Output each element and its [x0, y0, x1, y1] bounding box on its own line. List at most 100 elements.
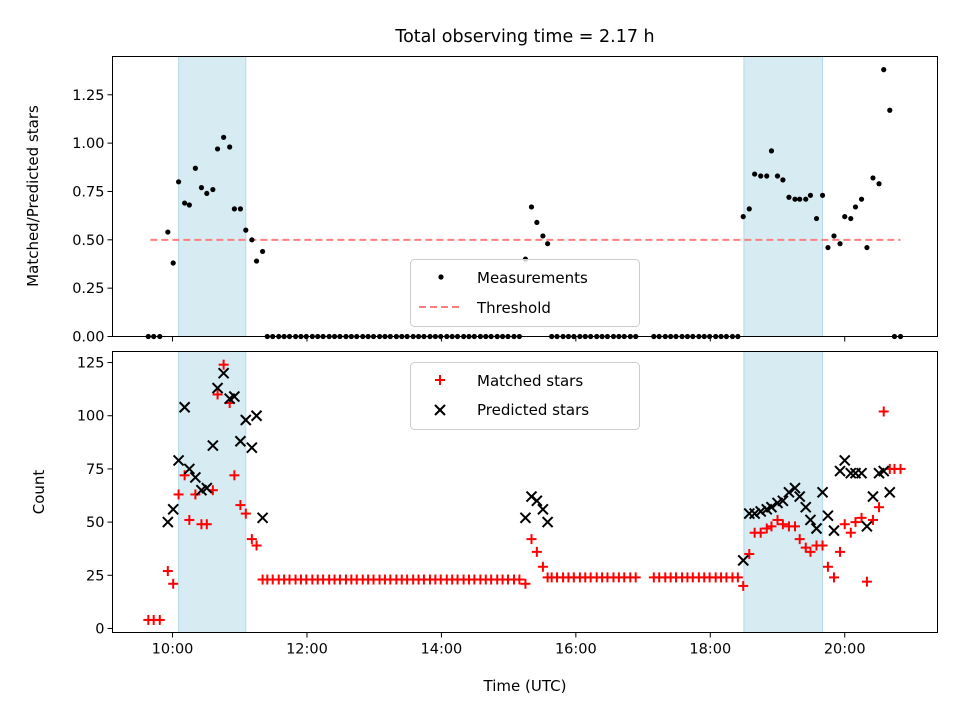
predicted-star-point [519, 512, 532, 524]
predicted-star-point [201, 482, 213, 494]
matched-star-point [850, 517, 861, 528]
predicted-star-point [537, 503, 549, 516]
measurement-point [881, 67, 887, 73]
count-x-ticks: 10:00 12:00 14:00 16:00 18:00 20:00 [152, 632, 866, 658]
predicted-star-point [541, 516, 554, 528]
matched-star-point [514, 574, 525, 585]
measurement-point [858, 196, 865, 202]
measurement-point [807, 192, 814, 198]
measurement-point [186, 202, 192, 208]
matched-star-point [218, 359, 229, 370]
ratio-legend: Measurements Threshold [410, 259, 640, 327]
x-tick-label: 10:00 [152, 642, 194, 658]
y-tick-label: 25 [86, 568, 104, 584]
matched-star-point [179, 470, 190, 481]
measurement-point [852, 204, 859, 210]
y-tick-label: 0 [95, 621, 104, 637]
measurement-point [819, 192, 826, 198]
matched-star-point [246, 534, 257, 545]
ratio-y-axis-label: Matched/Predicted stars [24, 105, 42, 287]
predicted-star-point [531, 495, 543, 507]
legend-marker-predicted [434, 404, 446, 416]
matched-star-point [251, 540, 262, 551]
matched-star-point [630, 572, 641, 583]
matched-star-point [520, 578, 531, 589]
measurement-point [214, 146, 221, 152]
ratio-y-ticks: 0.00 0.25 0.50 0.75 1.00 1.25 [72, 88, 113, 346]
ratio-legend-box [410, 259, 640, 327]
matched-stars-series [143, 359, 906, 625]
y-tick-label: 0.00 [72, 330, 104, 346]
matched-star-point [761, 523, 772, 534]
predicted-star-point [207, 439, 219, 452]
predicted-star-point [178, 401, 191, 413]
matched-star-point [822, 561, 833, 572]
measurement-point [848, 215, 854, 222]
predicted-star-point [845, 467, 857, 479]
predicted-star-point [748, 507, 761, 520]
measurement-point [182, 200, 188, 206]
predicted-star-point [167, 503, 179, 516]
measurement-point [870, 175, 876, 181]
matched-star-point [235, 500, 246, 511]
legend-label-predicted: Predicted stars [477, 401, 589, 419]
matched-star-point [732, 572, 743, 583]
measurement-point [831, 233, 837, 239]
matched-star-point [229, 470, 240, 481]
measurement-point [249, 237, 255, 243]
matched-star-point [789, 521, 800, 532]
predicted-star-point [755, 505, 767, 518]
measurement-point [764, 173, 770, 179]
matched-star-point [874, 502, 885, 513]
x-tick-label: 14:00 [421, 642, 463, 658]
matched-star-point [154, 614, 165, 625]
predicted-stars-series [162, 367, 896, 567]
measurement-point [540, 233, 546, 239]
measurement-point [165, 229, 171, 235]
matched-star-point [805, 546, 816, 557]
predicted-star-point [828, 524, 840, 537]
measurement-point [243, 227, 249, 233]
predicted-star-point [256, 512, 269, 524]
measurement-point [803, 196, 809, 202]
measurement-point [170, 260, 176, 266]
predicted-star-point [839, 454, 851, 467]
measurement-point [231, 206, 237, 212]
measurement-point [887, 107, 893, 113]
y-tick-label: 1.25 [72, 88, 104, 104]
predicted-star-point [861, 520, 873, 533]
matched-star-point [755, 527, 766, 538]
measurement-point [768, 148, 775, 154]
matched-star-point [794, 534, 805, 545]
predicted-star-point [246, 441, 258, 454]
predicted-star-point [765, 501, 778, 513]
predicted-star-point [878, 465, 890, 477]
matched-star-point [190, 489, 201, 500]
matched-star-point [173, 489, 184, 500]
matched-star-point [845, 527, 856, 538]
predicted-star-point [228, 390, 241, 403]
measurement-point [221, 134, 227, 140]
matched-star-point [766, 521, 777, 532]
x-axis-label: Time (UTC) [483, 677, 567, 695]
measurement-point [813, 215, 820, 222]
measurement-point [774, 173, 781, 179]
measurement-point [786, 194, 792, 200]
predicted-star-point [172, 454, 185, 467]
legend-label-measurements: Measurements [477, 269, 588, 287]
matched-star-point [895, 463, 906, 474]
matched-star-point [856, 512, 867, 523]
predicted-star-point [855, 467, 868, 479]
legend-marker-matched [435, 375, 445, 385]
matched-star-point [828, 572, 839, 583]
measurement-point [752, 171, 758, 177]
matched-star-point [201, 519, 212, 530]
measurement-point [253, 258, 260, 264]
measurement-point [758, 173, 764, 179]
measurement-point [528, 204, 535, 210]
predicted-star-point [810, 522, 823, 535]
predicted-star-point [867, 490, 879, 503]
ratio-x-ticks [172, 336, 846, 342]
matched-star-point [777, 519, 788, 530]
predicted-star-point [234, 435, 247, 447]
